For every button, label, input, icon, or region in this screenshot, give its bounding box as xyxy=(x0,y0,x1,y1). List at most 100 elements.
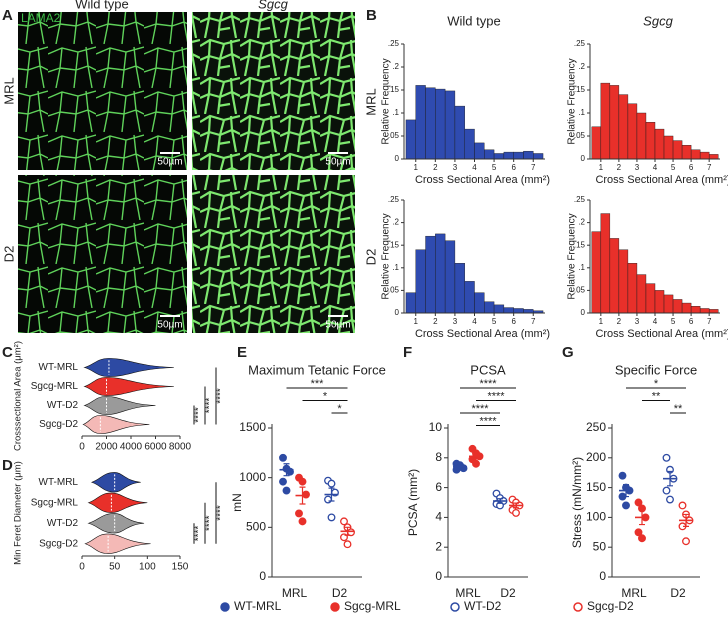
bar xyxy=(681,302,692,314)
legend-marker xyxy=(450,602,460,612)
x-axis-label: Cross Sectional Area (mm²) xyxy=(595,174,728,186)
x-axis-label: Cross Sectional Area (mm²) xyxy=(415,174,550,186)
axis-label: Crosssectional Area (μm²) xyxy=(13,341,24,451)
bar xyxy=(464,128,475,160)
legend-label: Sgcg-MRL xyxy=(344,599,401,613)
significance-label: **** xyxy=(471,403,489,415)
x-tick-label: 50 xyxy=(109,562,121,573)
error-bar xyxy=(667,470,673,487)
data-point xyxy=(662,453,671,462)
data-point xyxy=(472,459,480,468)
data-point xyxy=(662,486,671,495)
panel-label: G xyxy=(562,344,574,361)
y-tick-label: .05 xyxy=(388,286,400,295)
y-tick-label: .2 xyxy=(578,218,585,227)
x-tick-label: D2 xyxy=(332,586,348,600)
significance-label: **** xyxy=(205,398,216,414)
y-axis-label: Relative Frequency xyxy=(381,213,392,299)
data-point xyxy=(327,479,336,488)
category-label: Sgcg-MRL xyxy=(31,497,79,508)
axis-label: Min Feret Diameter (μm) xyxy=(13,461,24,565)
significance-label: **** xyxy=(194,526,205,542)
bar xyxy=(699,151,710,160)
bar xyxy=(654,128,665,160)
data-point xyxy=(634,498,643,507)
data-point xyxy=(682,537,690,546)
y-tick-label: 0 xyxy=(599,569,606,583)
bar xyxy=(415,85,426,160)
category-label: Sgcg-MRL xyxy=(31,381,79,392)
x-tick-label: 2 xyxy=(433,163,438,172)
y-tick-label: .05 xyxy=(574,286,586,295)
y-tick-label: .1 xyxy=(578,263,585,272)
bar xyxy=(627,263,638,314)
chart-title: Specific Force xyxy=(615,362,697,377)
bar xyxy=(425,235,436,314)
x-tick-label: 3 xyxy=(635,317,640,326)
bar xyxy=(464,281,475,314)
error-bar xyxy=(513,502,519,509)
data-point xyxy=(622,501,630,510)
bar xyxy=(513,151,524,160)
violin xyxy=(84,533,151,554)
error-bar xyxy=(457,464,463,469)
x-tick-label: 4000 xyxy=(120,442,143,453)
scale-label: 50µm xyxy=(325,320,350,331)
x-tick-label: 1 xyxy=(599,317,604,326)
x-tick-label: 4 xyxy=(472,317,477,326)
x-tick-label: 4 xyxy=(653,163,658,172)
legend-label: WT-MRL xyxy=(234,599,282,613)
significance-label: **** xyxy=(479,415,497,427)
y-tick-label: 4 xyxy=(435,510,442,524)
y-tick-label: 0 xyxy=(395,308,400,317)
x-tick-label: 6000 xyxy=(144,442,167,453)
x-tick-label: 3 xyxy=(453,163,458,172)
data-point xyxy=(279,453,287,462)
data-point xyxy=(327,513,336,522)
violin xyxy=(83,377,174,396)
x-tick-label: 6 xyxy=(511,163,516,172)
bar xyxy=(484,301,495,314)
data-point xyxy=(678,501,687,510)
y-tick-label: .1 xyxy=(392,263,399,272)
bar xyxy=(636,274,647,314)
x-tick-label: 2 xyxy=(617,317,622,326)
significance-label: * xyxy=(323,390,328,402)
axis-line xyxy=(611,424,700,578)
bar xyxy=(503,307,514,314)
bar xyxy=(654,290,665,314)
bar xyxy=(636,112,647,160)
x-tick-label: 3 xyxy=(453,317,458,326)
x-tick-label: 1 xyxy=(599,163,604,172)
y-tick-label: 150 xyxy=(586,480,606,494)
category-label: Sgcg-D2 xyxy=(39,419,78,430)
significance-label: **** xyxy=(205,515,216,531)
image-wt-d2 xyxy=(18,175,187,333)
x-tick-label: 7 xyxy=(707,163,712,172)
bar xyxy=(444,90,456,160)
bar xyxy=(609,238,620,314)
x-tick-label: 0 xyxy=(79,442,85,453)
error-bar xyxy=(473,453,479,460)
bar xyxy=(405,119,416,160)
bar xyxy=(444,240,456,314)
row-label: D2 xyxy=(363,249,378,266)
x-tick-label: 6 xyxy=(511,317,516,326)
x-tick-label: D2 xyxy=(670,586,686,600)
significance-label: *** xyxy=(311,378,325,390)
panel-label: A xyxy=(2,7,13,24)
bar xyxy=(672,140,683,160)
significance-label: * xyxy=(654,378,659,390)
violin xyxy=(90,472,141,493)
bar xyxy=(513,308,524,314)
data-point xyxy=(302,490,310,499)
significance-label: ** xyxy=(652,390,661,402)
error-bar xyxy=(497,498,503,504)
bar xyxy=(645,283,656,314)
bar xyxy=(591,126,602,160)
category-label: WT-MRL xyxy=(39,477,79,488)
panel-label: B xyxy=(366,7,377,24)
x-tick-label: 7 xyxy=(531,317,536,326)
category-label: WT-D2 xyxy=(47,400,79,411)
x-tick-label: 8000 xyxy=(169,442,192,453)
